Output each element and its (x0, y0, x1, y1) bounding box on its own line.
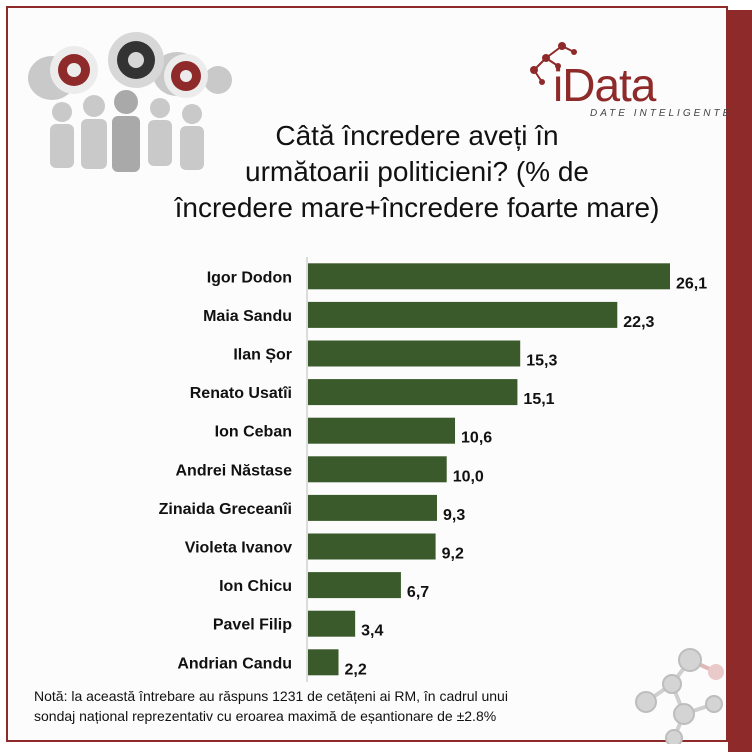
value-label: 10,6 (461, 430, 492, 447)
value-label: 15,3 (526, 353, 557, 370)
bar-6 (308, 494, 437, 521)
value-label: 22,3 (623, 314, 654, 331)
category-label: Maia Sandu (203, 308, 292, 325)
category-label: Igor Dodon (207, 269, 292, 286)
bar-7 (308, 533, 436, 560)
molecule-network-icon (635, 648, 724, 744)
bar-0 (308, 263, 670, 290)
footnote-line-2: sondaj național reprezentativ cu eroarea… (34, 708, 497, 724)
category-label: Violeta Ivanov (185, 540, 292, 557)
bar-9 (308, 610, 356, 637)
logo-tagline: DATE INTELIGENTE (590, 108, 733, 119)
category-label: Zinaida Greceanîi (159, 501, 292, 518)
category-label: Ilan Șor (233, 347, 292, 364)
accent-bar (728, 10, 752, 752)
bar-1 (308, 301, 618, 328)
value-label: 9,3 (443, 507, 465, 524)
title-line-3: încredere mare+încredere foarte mare) (174, 192, 660, 223)
bar-4 (308, 417, 456, 444)
bar-2 (308, 340, 521, 367)
value-label: 2,2 (345, 661, 367, 678)
title-line-2: următoarii politicieni? (% de (245, 156, 589, 187)
value-label: 10,0 (453, 468, 484, 485)
bar-8 (308, 572, 401, 599)
title-line-1: Câtă încredere aveți în (275, 120, 559, 151)
value-label: 26,1 (676, 275, 707, 292)
value-label: 6,7 (407, 584, 429, 601)
value-label: 15,1 (523, 391, 554, 408)
value-label: 3,4 (361, 623, 383, 640)
chart-title: Câtă încredere aveți în următoarii polit… (110, 118, 724, 226)
bar-3 (308, 379, 518, 406)
category-label: Renato Usatîi (190, 385, 292, 402)
category-label: Ion Ceban (215, 424, 292, 441)
footnote: Notă: la această întrebare au răspuns 12… (34, 686, 634, 726)
people-speech-bubbles-icon (28, 32, 232, 172)
molecule-network-icon (530, 42, 577, 85)
logo-text: iData (553, 59, 656, 111)
bars-group: Igor Dodon 26,1 Maia Sandu 22,3 Ilan Șor 15,3… (159, 263, 707, 678)
footnote-line-1: Notă: la această întrebare au răspuns 12… (34, 688, 508, 704)
bar-5 (308, 456, 447, 483)
value-label: 9,2 (442, 546, 464, 563)
category-label: Andrei Năstase (176, 462, 293, 479)
bar-10 (308, 649, 339, 676)
category-label: Pavel Filip (213, 617, 292, 634)
category-label: Andrian Candu (177, 655, 292, 672)
category-label: Ion Chicu (219, 578, 292, 595)
